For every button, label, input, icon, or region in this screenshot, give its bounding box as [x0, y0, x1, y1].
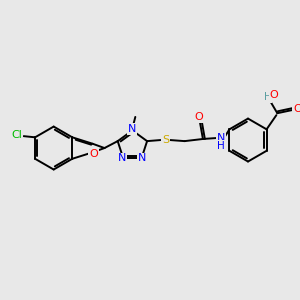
- Text: O: O: [293, 104, 300, 114]
- Text: O: O: [194, 112, 203, 122]
- Text: H: H: [264, 92, 272, 102]
- Text: Cl: Cl: [11, 130, 22, 140]
- Text: O: O: [270, 90, 278, 100]
- Text: N: N: [217, 133, 225, 143]
- Text: N: N: [118, 153, 127, 164]
- Text: H: H: [217, 141, 225, 151]
- Text: S: S: [162, 135, 169, 145]
- Text: N: N: [128, 124, 136, 134]
- Text: N: N: [138, 153, 147, 164]
- Text: O: O: [89, 149, 98, 159]
